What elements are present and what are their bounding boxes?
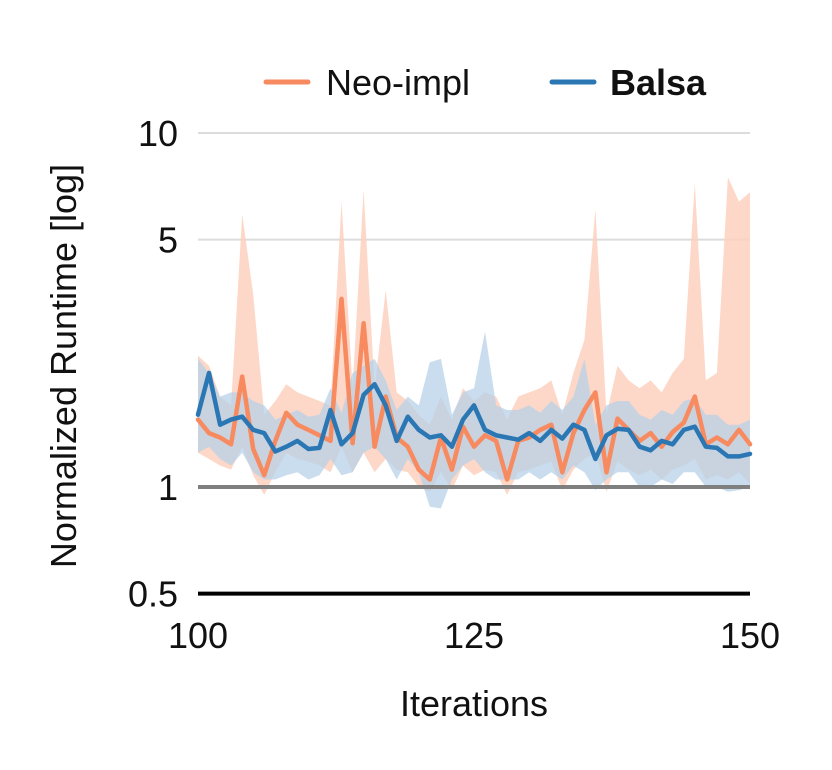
legend-label-balsa: Balsa — [610, 62, 707, 103]
legend-label-neo-impl: Neo-impl — [326, 62, 470, 103]
x-axis-label: Iterations — [400, 683, 548, 724]
y-tick-label-10: 10 — [138, 113, 178, 154]
band-layer — [198, 177, 750, 509]
series-line-balsa — [195, 370, 753, 462]
grid-layer — [198, 132, 750, 241]
line-layer — [195, 296, 753, 482]
y-axis-label: Normalized Runtime [log] — [43, 164, 84, 568]
tick-layer: 0.5 1 5 10 100 125 150 — [128, 113, 780, 656]
x-tick-label-150: 150 — [720, 615, 780, 656]
x-tick-label-100: 100 — [168, 615, 228, 656]
y-tick-label-1: 1 — [158, 467, 178, 508]
y-tick-label-0-5: 0.5 — [128, 574, 178, 615]
band-balsa — [198, 331, 750, 509]
axis-layer — [198, 485, 750, 596]
legend: Neo-impl Balsa — [263, 62, 707, 103]
y-tick-label-5: 5 — [158, 220, 178, 261]
x-tick-label-125: 125 — [444, 615, 504, 656]
